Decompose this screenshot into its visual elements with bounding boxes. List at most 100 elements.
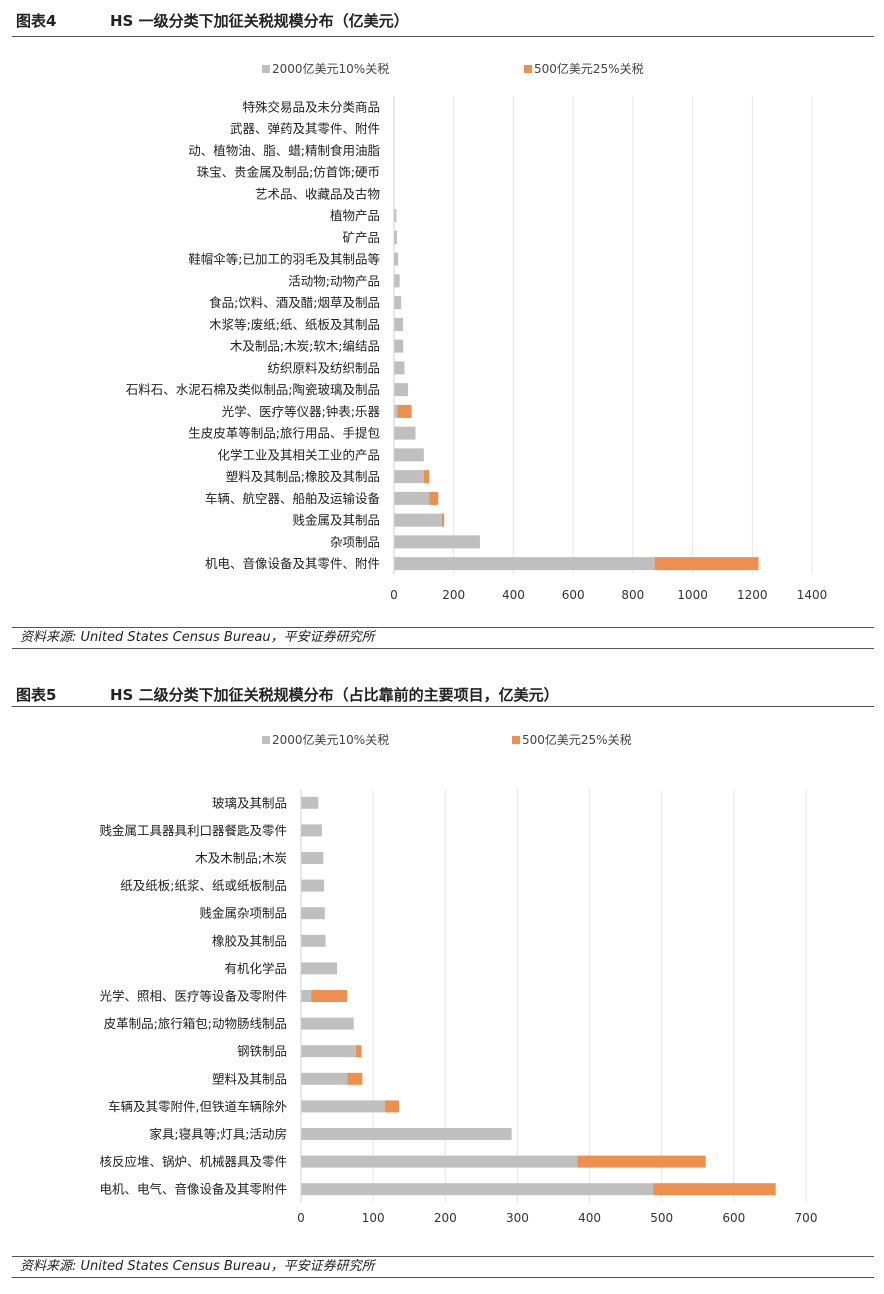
bar-10pct-tariff bbox=[301, 907, 325, 920]
legend-label: 2000亿美元10%关税 bbox=[272, 732, 389, 747]
category-label: 贱金属及其制品 bbox=[292, 513, 380, 528]
category-label: 纸及纸板;纸浆、纸或纸板制品 bbox=[120, 878, 287, 893]
bar-10pct-tariff bbox=[301, 1017, 354, 1030]
bar-10pct-tariff bbox=[301, 990, 312, 1002]
bar-10pct-tariff bbox=[301, 796, 319, 809]
figure4-header: 图表4 HS 一级分类下加征关税规模分布（亿美元） bbox=[12, 10, 874, 37]
bar-25pct-tariff bbox=[347, 1072, 363, 1085]
bar-25pct-tariff bbox=[429, 491, 439, 505]
x-tick-label: 100 bbox=[362, 1211, 385, 1225]
figure5-header: 图表5 HS 二级分类下加征关税规模分布（占比靠前的主要项目，亿美元） bbox=[12, 684, 874, 707]
category-label: 木及制品;木炭;软木;编结品 bbox=[230, 339, 380, 354]
bar-10pct-tariff bbox=[394, 252, 399, 266]
category-label: 钢铁制品 bbox=[237, 1044, 287, 1059]
legend-swatch bbox=[524, 65, 532, 73]
category-label: 橡胶及其制品 bbox=[212, 933, 287, 948]
category-label: 有机化学品 bbox=[224, 961, 287, 976]
bar-10pct-tariff bbox=[301, 934, 326, 947]
bar-10pct-tariff bbox=[394, 491, 430, 505]
figure4-number: 图表4 bbox=[16, 12, 57, 30]
category-label: 纺织原料及纺织制品 bbox=[267, 360, 380, 375]
bar-10pct-tariff bbox=[394, 513, 442, 527]
legend-swatch bbox=[262, 65, 270, 73]
category-label: 武器、弹药及其零件、附件 bbox=[230, 121, 380, 136]
bar-25pct-tariff bbox=[654, 557, 759, 571]
category-label: 车辆、航空器、船舶及运输设备 bbox=[205, 491, 381, 506]
category-label: 杂项制品 bbox=[330, 534, 380, 549]
figure5-source: 资料来源: United States Census Bureau，平安证券研究… bbox=[12, 1256, 874, 1278]
x-tick-label: 1400 bbox=[797, 588, 828, 602]
bar-10pct-tariff bbox=[394, 339, 404, 353]
category-label: 特殊交易品及未分类商品 bbox=[242, 99, 380, 114]
category-label: 鞋帽伞等;已加工的羽毛及其制品等 bbox=[188, 252, 380, 267]
bar-10pct-tariff bbox=[394, 557, 655, 571]
category-label: 贱金属杂项制品 bbox=[199, 906, 287, 921]
category-label: 活动物;动物产品 bbox=[288, 273, 380, 288]
bar-10pct-tariff bbox=[301, 852, 324, 864]
category-label: 家具;寝具等;灯具;活动房 bbox=[149, 1127, 287, 1142]
x-tick-label: 0 bbox=[390, 588, 398, 602]
bar-25pct-tariff bbox=[355, 1045, 362, 1058]
x-tick-label: 400 bbox=[578, 1211, 601, 1225]
category-label: 电机、电气、音像设备及其零附件 bbox=[99, 1182, 287, 1197]
legend-swatch bbox=[512, 736, 520, 744]
x-tick-label: 300 bbox=[506, 1211, 529, 1225]
category-label: 木及木制品;木炭 bbox=[195, 851, 287, 866]
bar-25pct-tariff bbox=[384, 1100, 400, 1113]
legend-label: 2000亿美元10%关税 bbox=[272, 61, 389, 76]
category-label: 贱金属工具器具利口器餐匙及零件 bbox=[99, 823, 287, 838]
bar-25pct-tariff bbox=[423, 470, 430, 484]
bar-25pct-tariff bbox=[441, 513, 445, 527]
x-tick-label: 600 bbox=[722, 1211, 745, 1225]
bar-10pct-tariff bbox=[301, 1100, 385, 1113]
bar-10pct-tariff bbox=[301, 879, 325, 892]
bar-10pct-tariff bbox=[394, 209, 397, 223]
bar-10pct-tariff bbox=[301, 1155, 578, 1168]
x-tick-label: 400 bbox=[502, 588, 525, 602]
bar-25pct-tariff bbox=[397, 404, 412, 418]
category-label: 塑料及其制品;橡胶及其制品 bbox=[226, 469, 380, 484]
bar-25pct-tariff bbox=[577, 1155, 706, 1168]
bar-10pct-tariff bbox=[394, 470, 424, 484]
bar-10pct-tariff bbox=[394, 274, 400, 288]
category-label: 光学、照相、医疗等设备及零附件 bbox=[99, 989, 287, 1004]
x-tick-label: 600 bbox=[562, 588, 585, 602]
x-tick-label: 1200 bbox=[737, 588, 768, 602]
x-tick-label: 200 bbox=[434, 1211, 457, 1225]
category-label: 艺术品、收藏品及古物 bbox=[255, 186, 380, 201]
category-label: 机电、音像设备及其零件、附件 bbox=[205, 556, 380, 571]
category-label: 动、植物油、脂、蜡;精制食用油脂 bbox=[188, 143, 380, 158]
x-tick-label: 1000 bbox=[677, 588, 708, 602]
x-tick-label: 700 bbox=[795, 1211, 818, 1225]
bar-10pct-tariff bbox=[394, 383, 409, 397]
category-label: 玻璃及其制品 bbox=[212, 795, 287, 810]
category-label: 矿产品 bbox=[342, 230, 380, 245]
bar-10pct-tariff bbox=[301, 1045, 356, 1058]
category-label: 植物产品 bbox=[330, 208, 380, 223]
bar-10pct-tariff bbox=[394, 317, 403, 331]
category-label: 塑料及其制品 bbox=[212, 1071, 287, 1086]
bar-10pct-tariff bbox=[301, 1128, 512, 1140]
category-label: 木浆等;废纸;纸、纸板及其制品 bbox=[209, 317, 380, 332]
bar-10pct-tariff bbox=[394, 448, 424, 462]
x-tick-label: 800 bbox=[621, 588, 644, 602]
category-label: 光学、医疗等仪器;钟表;乐器 bbox=[222, 404, 381, 419]
figure4-title: HS 一级分类下加征关税规模分布（亿美元） bbox=[110, 12, 409, 30]
bar-25pct-tariff bbox=[653, 1183, 776, 1196]
figure5-chart: 0 100 200 300 400 500 600 700 2000亿美元10%关税 500亿美元… bbox=[99, 732, 818, 1225]
bar-10pct-tariff bbox=[301, 824, 322, 837]
figure4-chart: 0 200 400 600 800 1000 1200 1400 2000亿美元10%关税 500… bbox=[126, 61, 828, 602]
bar-10pct-tariff bbox=[394, 426, 416, 440]
bar-10pct-tariff bbox=[394, 230, 397, 244]
category-label: 珠宝、贵金属及制品;仿首饰;硬币 bbox=[197, 165, 380, 180]
legend-label: 500亿美元25%关税 bbox=[522, 732, 632, 747]
category-label: 生皮皮革等制品;旅行用品、手提包 bbox=[188, 426, 380, 441]
bar-25pct-tariff bbox=[311, 990, 348, 1002]
bar-10pct-tariff bbox=[301, 962, 338, 975]
bar-10pct-tariff bbox=[301, 1183, 654, 1196]
bar-10pct-tariff bbox=[394, 361, 405, 375]
figure5-number: 图表5 bbox=[16, 686, 57, 704]
bar-10pct-tariff bbox=[301, 1072, 348, 1085]
category-label: 石料石、水泥石棉及类似制品;陶瓷玻璃及制品 bbox=[126, 382, 380, 397]
x-tick-label: 0 bbox=[297, 1211, 305, 1225]
